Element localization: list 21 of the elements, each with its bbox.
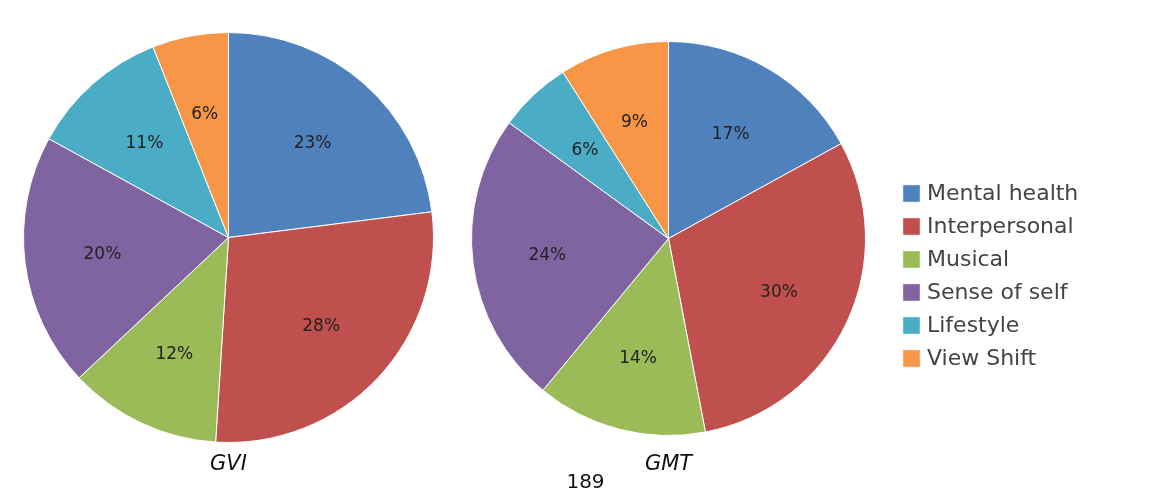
legend-label: Musical xyxy=(927,246,1010,271)
legend-label: Mental health xyxy=(927,180,1079,205)
data-label: 6% xyxy=(571,139,599,160)
data-label: 12% xyxy=(155,342,194,363)
data-label: 20% xyxy=(83,243,122,264)
text: 189 xyxy=(566,468,605,490)
data-label: 9% xyxy=(620,111,648,132)
data-label: 24% xyxy=(528,243,567,264)
legend-label: Interpersonal xyxy=(927,213,1074,238)
text: GMT xyxy=(644,450,695,475)
text: GVI xyxy=(210,450,247,475)
legend-label: Sense of self xyxy=(927,279,1068,304)
legend-label: Lifestyle xyxy=(927,312,1020,337)
data-label: 6% xyxy=(191,102,219,123)
data-label: 30% xyxy=(760,280,798,301)
legend-label: View Shift xyxy=(927,345,1037,370)
data-label: 28% xyxy=(302,314,341,335)
data-label: 17% xyxy=(711,123,750,144)
data-label: 23% xyxy=(293,132,332,153)
data-label: 14% xyxy=(619,346,658,367)
data-label: 11% xyxy=(125,132,164,153)
